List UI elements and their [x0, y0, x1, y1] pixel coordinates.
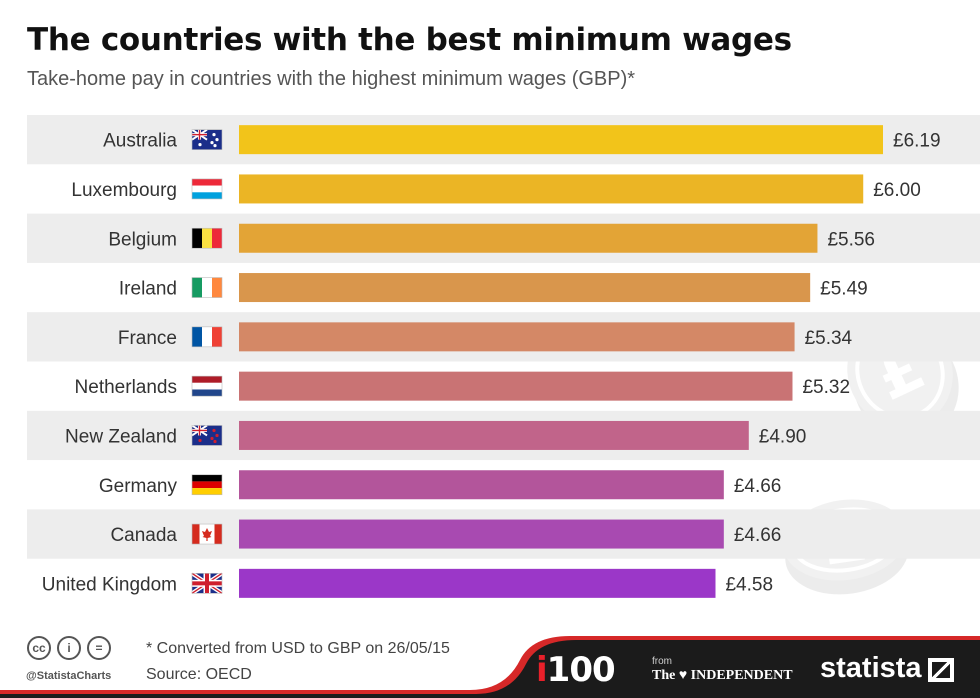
- united-kingdom-flag-icon: [190, 571, 224, 596]
- bar-row: United Kingdom £4.58: [42, 568, 773, 598]
- by-icon[interactable]: i: [57, 636, 81, 660]
- value-label: £5.32: [802, 377, 850, 398]
- category-label: Germany: [99, 476, 178, 497]
- bar: [239, 371, 793, 401]
- luxembourg-flag-icon: [191, 178, 223, 200]
- category-label: Netherlands: [75, 377, 177, 398]
- value-label: £5.34: [805, 328, 853, 349]
- value-label: £4.90: [759, 426, 807, 447]
- bar-row: Luxembourg £6.00: [71, 174, 921, 204]
- cc-icon[interactable]: cc: [27, 636, 51, 660]
- brand-from-label: from: [652, 656, 672, 667]
- category-label: New Zealand: [65, 426, 177, 447]
- netherlands-flag-icon: [191, 375, 223, 397]
- category-label: Canada: [110, 525, 177, 546]
- category-label: Australia: [103, 131, 177, 152]
- license-icons: cc i =: [27, 636, 111, 660]
- bar: [239, 470, 724, 500]
- chart-title: The countries with the best minimum wage…: [27, 22, 792, 58]
- category-label: Belgium: [108, 229, 177, 250]
- bar: [239, 519, 724, 549]
- value-label: £5.56: [827, 229, 875, 250]
- value-label: £6.19: [893, 131, 941, 152]
- bar: [239, 420, 749, 450]
- category-label: United Kingdom: [42, 574, 177, 595]
- category-label: Luxembourg: [71, 180, 177, 201]
- bar-row: Belgium £5.56: [27, 213, 980, 263]
- conversion-note: * Converted from USD to GBP on 26/05/15: [146, 640, 450, 657]
- bar-row: Netherlands £5.32: [75, 371, 850, 401]
- category-label: Ireland: [119, 279, 177, 300]
- independent-logo[interactable]: The ♥ INDEPENDENT: [652, 668, 793, 683]
- statista-logo[interactable]: statista: [820, 652, 922, 684]
- bar: [239, 223, 818, 253]
- new-zealand-flag-icon: [191, 424, 223, 446]
- australia-flag-icon: [191, 128, 223, 150]
- source-label: Source: OECD: [146, 666, 252, 683]
- bar: [239, 125, 883, 155]
- statista-mark-icon: [928, 658, 954, 682]
- value-label: £5.49: [820, 279, 868, 300]
- i100-logo[interactable]: i100: [536, 650, 616, 690]
- statista-handle[interactable]: @StatistaCharts: [26, 670, 112, 682]
- bar-row: Germany £4.66: [99, 470, 782, 500]
- canada-flag-icon: [191, 523, 223, 545]
- bar-row: France £5.34: [27, 312, 980, 362]
- bar: [239, 273, 811, 303]
- bar-row: Canada £4.66: [27, 509, 980, 559]
- value-label: £6.00: [873, 180, 921, 201]
- ireland-flag-icon: [191, 277, 223, 298]
- bar-row: New Zealand £4.90: [27, 410, 980, 461]
- bar: [239, 322, 795, 352]
- value-label: £4.66: [734, 525, 782, 546]
- belgium-flag-icon: [191, 227, 223, 249]
- nd-icon[interactable]: =: [87, 636, 111, 660]
- bar: [239, 174, 864, 204]
- bar: [239, 568, 716, 598]
- chart-subtitle: Take-home pay in countries with the high…: [27, 68, 636, 90]
- value-label: £4.58: [725, 574, 773, 595]
- bar-row: Ireland £5.49: [119, 273, 868, 303]
- category-label: France: [118, 328, 177, 349]
- bar-row: Australia £6.19: [27, 115, 980, 165]
- france-flag-icon: [191, 326, 223, 348]
- value-label: £4.66: [734, 476, 782, 497]
- germany-flag-icon: [191, 474, 223, 496]
